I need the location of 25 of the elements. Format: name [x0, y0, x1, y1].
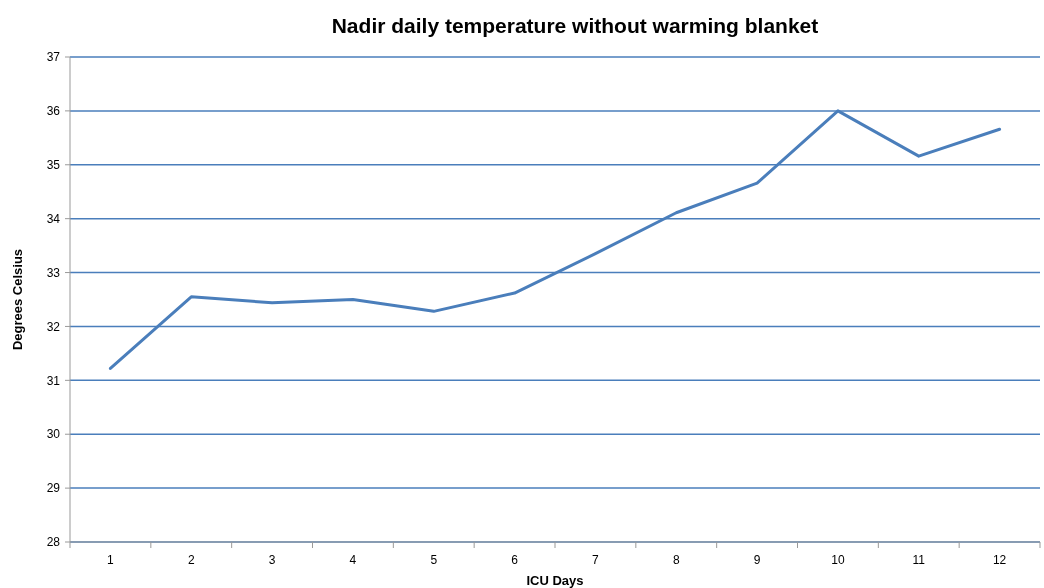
- x-tick-label: 10: [831, 553, 845, 567]
- x-tick-label: 5: [430, 553, 438, 567]
- x-tick-label: 4: [349, 553, 357, 567]
- y-axis-title: Degrees Celsius: [10, 248, 25, 351]
- x-tick-label: 7: [592, 553, 600, 567]
- y-tick-label: 29: [46, 481, 61, 496]
- x-tick-label: 8: [672, 553, 680, 567]
- y-tick-label: 30: [46, 427, 61, 442]
- y-tick-label: 31: [46, 373, 61, 388]
- y-tick-label: 37: [46, 50, 61, 65]
- y-tick-label: 34: [46, 211, 61, 226]
- x-tick-label: 1: [107, 553, 115, 567]
- x-axis-title: ICU Days: [526, 573, 584, 588]
- y-tick-label: 33: [46, 265, 61, 280]
- x-tick-label: 2: [187, 553, 195, 567]
- y-tick-label: 28: [46, 535, 61, 550]
- x-tick-label: 3: [268, 553, 276, 567]
- y-tick-label: 32: [46, 319, 61, 334]
- x-tick-label: 12: [992, 553, 1007, 567]
- chart-title: Nadir daily temperature without warming blanket: [331, 14, 819, 37]
- x-tick-label: 6: [511, 553, 519, 567]
- y-tick-label: 35: [46, 157, 61, 172]
- y-tick-label: 36: [46, 104, 61, 119]
- x-tick-label: 11: [912, 553, 926, 567]
- x-tick-label: 9: [753, 553, 761, 567]
